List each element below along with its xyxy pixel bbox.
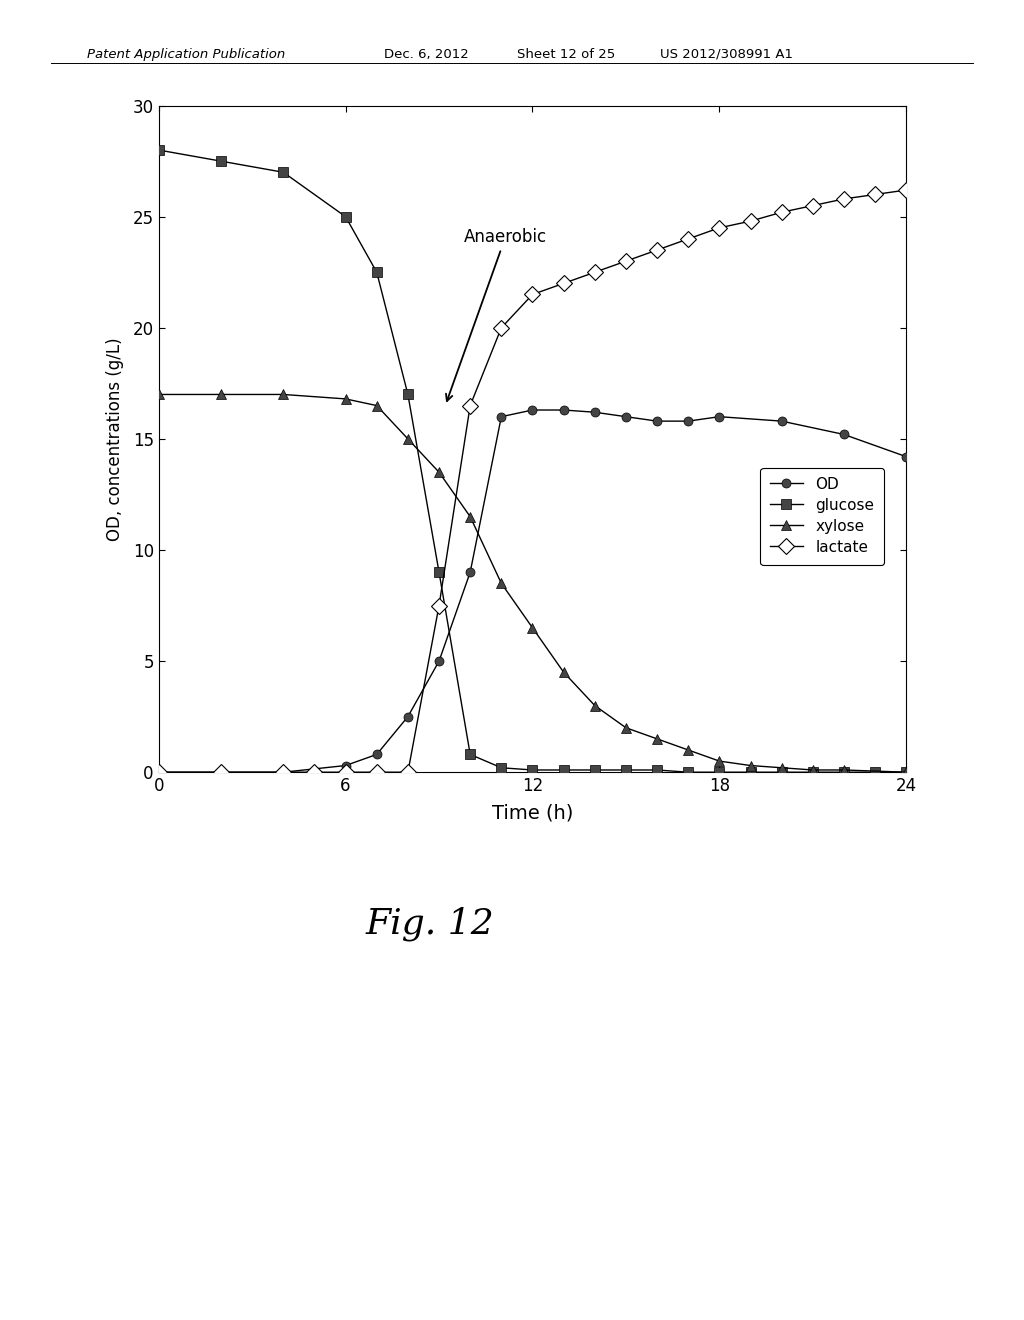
xylose [713, 754, 725, 770]
glucose [278, 165, 290, 181]
Text: Fig. 12: Fig. 12 [366, 907, 495, 941]
xylose [278, 387, 290, 403]
Text: Dec. 6, 2012: Dec. 6, 2012 [384, 48, 469, 61]
lactate [526, 286, 539, 302]
lactate [153, 764, 165, 780]
xylose [401, 430, 414, 446]
xylose [371, 397, 383, 413]
xylose [744, 758, 757, 774]
xylose [651, 731, 664, 747]
lactate [464, 397, 476, 413]
Legend: OD, glucose, xylose, lactate: OD, glucose, xylose, lactate [761, 467, 884, 565]
lactate [278, 764, 290, 780]
glucose [682, 764, 694, 780]
OD [682, 413, 694, 429]
glucose [153, 143, 165, 158]
xylose [900, 764, 912, 780]
xylose [215, 387, 227, 403]
OD [153, 764, 165, 780]
xylose [682, 742, 694, 758]
OD [775, 413, 787, 429]
glucose [526, 762, 539, 777]
xylose [464, 508, 476, 524]
OD [651, 413, 664, 429]
OD [464, 565, 476, 581]
OD [433, 653, 445, 669]
lactate [620, 253, 632, 269]
glucose [620, 762, 632, 777]
glucose [838, 764, 850, 780]
xylose [807, 762, 819, 777]
xylose [775, 760, 787, 776]
glucose [900, 764, 912, 780]
lactate [401, 764, 414, 780]
xylose [838, 762, 850, 777]
glucose [589, 762, 601, 777]
OD [838, 426, 850, 442]
lactate [807, 198, 819, 214]
glucose [713, 764, 725, 780]
glucose [807, 764, 819, 780]
lactate [433, 598, 445, 614]
Text: Anaerobic: Anaerobic [446, 228, 547, 401]
glucose [775, 764, 787, 780]
glucose [340, 209, 352, 224]
xylose [589, 698, 601, 714]
Y-axis label: OD, concentrations (g/L): OD, concentrations (g/L) [106, 337, 124, 541]
OD [557, 403, 569, 418]
lactate [340, 764, 352, 780]
xylose [620, 719, 632, 735]
Text: US 2012/308991 A1: US 2012/308991 A1 [660, 48, 794, 61]
glucose [215, 153, 227, 169]
lactate [215, 764, 227, 780]
xylose [153, 387, 165, 403]
lactate [713, 220, 725, 236]
Line: xylose: xylose [154, 389, 911, 777]
glucose [744, 764, 757, 780]
xylose [526, 620, 539, 636]
glucose [496, 760, 508, 776]
lactate [775, 205, 787, 220]
lactate [557, 276, 569, 292]
OD [340, 758, 352, 774]
glucose [869, 764, 882, 780]
xylose [433, 465, 445, 480]
glucose [433, 565, 445, 581]
lactate [900, 182, 912, 198]
lactate [589, 264, 601, 280]
Text: Sheet 12 of 25: Sheet 12 of 25 [517, 48, 615, 61]
OD [371, 747, 383, 763]
xylose [340, 391, 352, 407]
lactate [651, 242, 664, 257]
xylose [496, 576, 508, 591]
lactate [838, 191, 850, 207]
OD [620, 409, 632, 425]
lactate [371, 764, 383, 780]
OD [401, 709, 414, 725]
OD [526, 403, 539, 418]
X-axis label: Time (h): Time (h) [492, 804, 573, 822]
OD [589, 404, 601, 420]
glucose [464, 747, 476, 763]
lactate [869, 186, 882, 202]
Line: lactate: lactate [154, 185, 911, 777]
lactate [308, 764, 321, 780]
OD [278, 764, 290, 780]
lactate [496, 319, 508, 335]
Line: glucose: glucose [155, 145, 910, 776]
glucose [651, 762, 664, 777]
Text: Patent Application Publication: Patent Application Publication [87, 48, 286, 61]
OD [900, 449, 912, 465]
glucose [401, 387, 414, 403]
OD [496, 409, 508, 425]
OD [713, 409, 725, 425]
xylose [557, 664, 569, 680]
lactate [744, 214, 757, 230]
glucose [371, 264, 383, 280]
glucose [557, 762, 569, 777]
Line: OD: OD [155, 405, 910, 776]
lactate [682, 231, 694, 247]
